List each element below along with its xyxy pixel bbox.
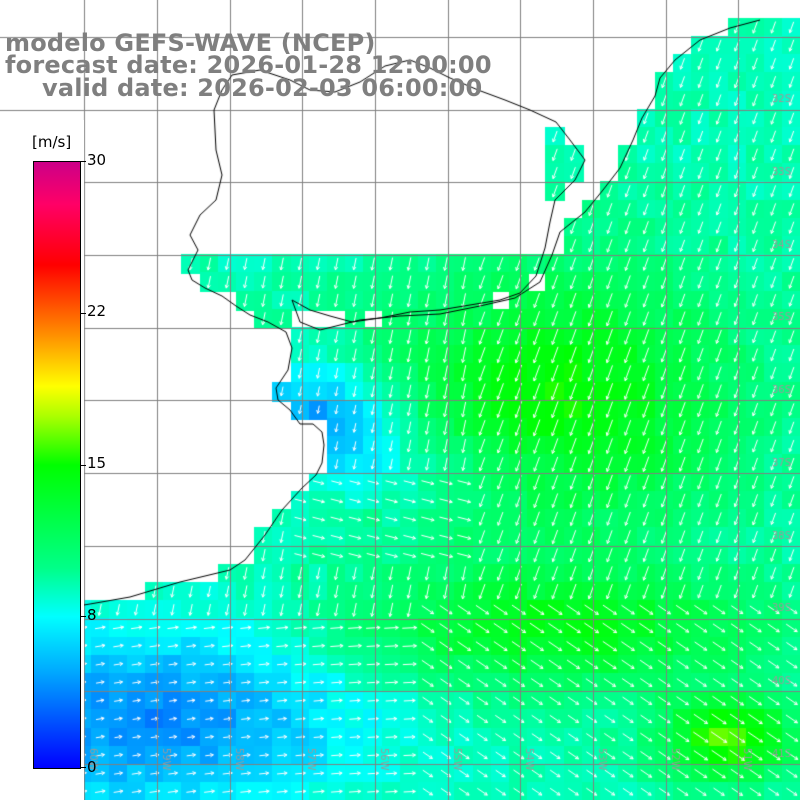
colorbar xyxy=(33,161,81,769)
colorbar-tick-label: 8 xyxy=(87,606,97,624)
map-title: modelo GEFS-WAVE (NCEP) xyxy=(5,29,376,57)
forecast-date: forecast date: 2026-01-28 12:00:00 xyxy=(5,51,492,79)
colorbar-tick-label: 22 xyxy=(87,302,107,320)
colorbar-tickmark xyxy=(80,465,86,466)
colorbar-tickmark xyxy=(80,313,86,314)
colorbar-tickmark xyxy=(80,161,86,162)
valid-date: valid date: 2026-02-03 06:00:00 xyxy=(42,74,483,102)
colorbar-tickmark xyxy=(80,616,86,617)
colorbar-units: [m/s] xyxy=(32,133,72,151)
colorbar-tick-label: 0 xyxy=(87,758,97,776)
colorbar-tickmark xyxy=(80,767,86,768)
colorbar-tick-label: 30 xyxy=(87,151,107,169)
colorbar-tick-label: 15 xyxy=(87,454,107,472)
